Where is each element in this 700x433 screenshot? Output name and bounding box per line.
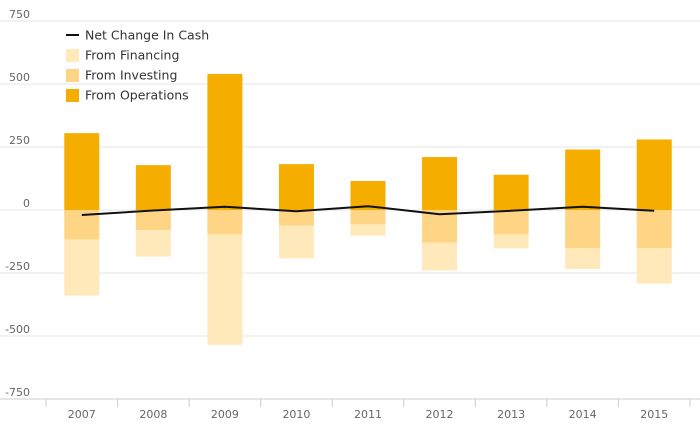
bar-from-operations-2009 — [207, 73, 243, 210]
x-tick-label: 2013 — [497, 408, 525, 421]
bar-from-operations-2013 — [493, 174, 529, 210]
legend-label: Net Change In Cash — [85, 28, 209, 43]
bar-from-financing-2013 — [493, 234, 529, 249]
bar-from-investing-2010 — [278, 210, 314, 226]
bar-from-operations-2015 — [636, 139, 672, 210]
bar-from-operations-2012 — [422, 157, 458, 210]
bar-from-operations-2008 — [135, 165, 171, 210]
bar-from-operations-2014 — [565, 149, 601, 210]
x-axis: 2007 2008 2009 2010 2011 2012 2013 2014 2015 — [45, 398, 691, 421]
legend: Net Change In Cash From Financing From Inv… — [66, 28, 209, 103]
legend-swatch — [66, 69, 79, 82]
y-tick-label: 750 — [9, 8, 30, 21]
x-tick-label: 2010 — [282, 408, 310, 421]
y-tick-label: 250 — [9, 134, 30, 147]
y-tick-label: 0 — [23, 197, 30, 210]
bar-from-financing-2014 — [565, 248, 601, 269]
bar-from-financing-2007 — [64, 239, 100, 296]
bar-from-financing-2008 — [135, 230, 171, 257]
bar-from-investing-2009 — [207, 210, 243, 235]
bar-from-investing-2014 — [565, 210, 601, 249]
bar-from-operations-2010 — [278, 164, 314, 210]
legend-label: From Financing — [85, 48, 179, 63]
bar-from-investing-2015 — [636, 210, 672, 249]
bar-from-operations-2011 — [350, 181, 386, 210]
y-tick-label: 500 — [9, 71, 30, 84]
legend-swatch — [66, 49, 79, 62]
x-tick-label: 2015 — [640, 408, 668, 421]
bar-from-financing-2010 — [278, 225, 314, 259]
x-tick-label: 2007 — [68, 408, 96, 421]
legend-label: From Investing — [85, 68, 177, 83]
legend-swatch — [66, 89, 79, 102]
x-tick-label: 2009 — [211, 408, 239, 421]
bar-from-operations-2007 — [64, 133, 100, 210]
bar-from-financing-2012 — [422, 242, 458, 271]
bars — [64, 73, 672, 345]
net-change-line — [81, 205, 655, 216]
bar-from-investing-2008 — [135, 210, 171, 231]
x-tick-label: 2012 — [426, 408, 454, 421]
bar-from-investing-2012 — [422, 210, 458, 243]
y-tick-label: -500 — [5, 323, 30, 336]
net-change-line-layer — [81, 205, 655, 216]
bar-from-investing-2011 — [350, 210, 386, 225]
bar-from-financing-2015 — [636, 248, 672, 284]
bar-from-investing-2013 — [493, 210, 529, 235]
y-axis-tick-labels: 750 500 250 0 -250 -500 -750 — [5, 8, 30, 399]
legend-label: From Operations — [85, 88, 189, 103]
x-tick-label: 2011 — [354, 408, 382, 421]
y-tick-label: -750 — [5, 386, 30, 399]
bar-from-financing-2009 — [207, 234, 243, 345]
bar-from-financing-2011 — [350, 224, 386, 236]
x-tick-label: 2014 — [569, 408, 597, 421]
x-tick-label: 2008 — [139, 408, 167, 421]
y-tick-label: -250 — [5, 260, 30, 273]
